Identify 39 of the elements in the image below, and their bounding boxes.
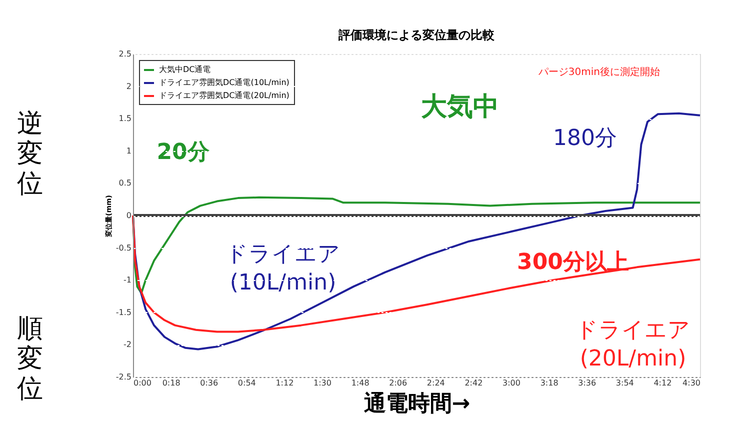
x-tick-label: 1:30 [314, 378, 332, 388]
x-tick-label: 2:06 [389, 378, 408, 388]
x-axis-title: 通電時間→ [362, 392, 470, 416]
y-tick-label: -1.5 [116, 308, 132, 317]
y-tick-label: 2 [126, 82, 132, 91]
y-tick-label: 2.5 [118, 50, 132, 58]
annotation: 大気中 [421, 92, 499, 122]
x-tick-label: 2:24 [426, 378, 445, 388]
y-tick-label: 0 [126, 211, 132, 220]
y-tick-label: -1 [124, 276, 132, 285]
x-tick-label: 1:48 [351, 378, 370, 388]
x-tick-label: 1:12 [276, 378, 294, 388]
x-tick-label: 4:12 [654, 378, 672, 388]
x-tick-label: 0:36 [200, 378, 218, 388]
chart-title: 評価環境による変位量の比較 [338, 28, 496, 42]
annotation: 180分 [553, 126, 617, 151]
x-tick-label: 3:18 [540, 378, 558, 388]
x-tick-label: 0:00 [134, 378, 152, 388]
legend-label: ドライエア雰囲気DC通電(20L/min) [159, 91, 290, 100]
x-tick-label: 3:00 [502, 378, 520, 388]
y-tick-label: -2.5 [116, 372, 132, 382]
legend-label: ドライエア雰囲気DC通電(10L/min) [159, 78, 290, 87]
text: 逆変位 [17, 109, 43, 199]
text: 順変位 [17, 314, 43, 404]
y-tick-label: 1 [126, 146, 132, 156]
x-tick-label: 2:42 [464, 378, 483, 388]
x-tick-label: 0:54 [238, 378, 256, 388]
x-tick-label: 4:30 [682, 378, 700, 388]
y-tick-label: -2 [124, 340, 132, 350]
y-tick-label: 0.5 [118, 178, 132, 188]
x-tick-label: 3:54 [616, 378, 634, 388]
legend-label: 大気中DC通電 [159, 65, 211, 74]
line-series [132, 196, 701, 294]
x-tick-label: 0:18 [162, 378, 180, 388]
annotation: パージ30min後に測定開始 [537, 66, 660, 78]
annotation: ドライエア (20L/min) [576, 318, 690, 372]
x-tick-label: 3:36 [578, 378, 596, 388]
y-tick-label: 1.5 [118, 114, 132, 124]
y-tick-label: -0.5 [116, 243, 132, 252]
